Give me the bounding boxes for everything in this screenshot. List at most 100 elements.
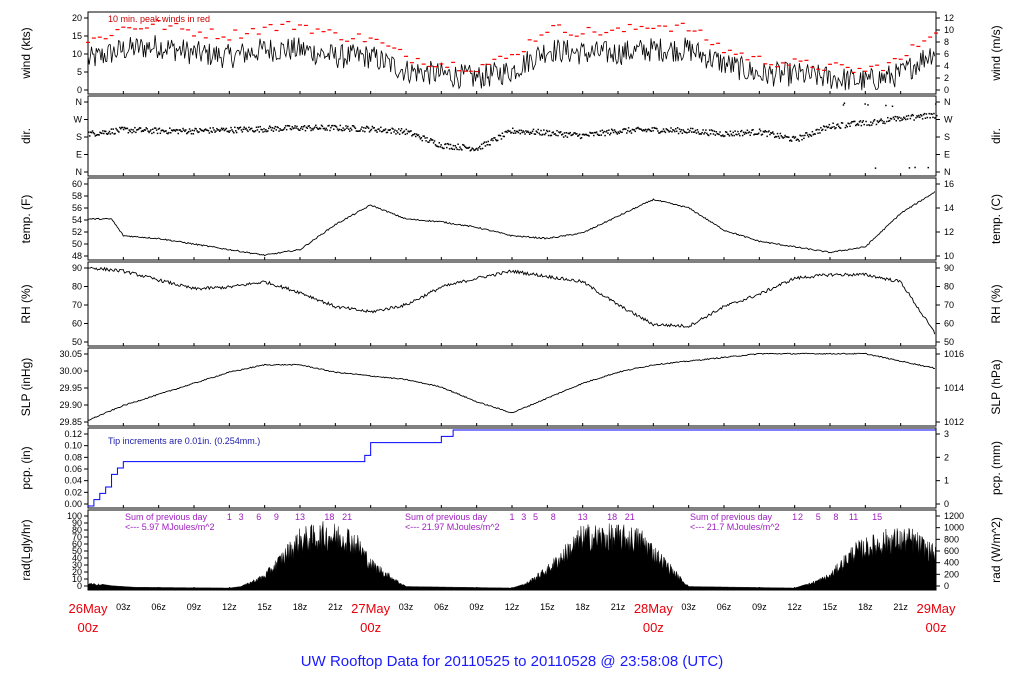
x-tick-label: 06z [717,602,732,612]
direction-point [642,129,645,131]
direction-point [277,126,279,129]
direction-point [550,134,553,137]
direction-point [821,129,823,132]
direction-point [537,128,539,131]
direction-point [766,135,768,138]
direction-point [211,131,213,133]
direction-point [600,134,603,136]
direction-point [442,147,444,150]
direction-point [582,133,585,136]
direction-point [653,126,655,129]
direction-point [168,131,170,134]
direction-point [116,129,118,131]
direction-point [400,127,403,130]
direction-point [510,132,512,134]
direction-point [292,127,294,130]
x-tick-label: 15z [540,602,555,612]
direction-point [300,125,303,128]
direction-point [821,128,824,131]
y-tick-label: 0.06 [64,464,82,474]
day-date-label: 27May [351,601,391,616]
direction-point [817,132,819,134]
y-tick-label-right: 2 [944,73,949,83]
y-tick-label: W [74,115,83,125]
direction-point [772,131,774,133]
direction-point [346,127,348,129]
direction-point [704,131,706,134]
direction-point [679,130,682,133]
direction-point [887,116,889,119]
y-axis-label-right: RH (%) [989,284,1003,323]
y-tick-label: 5 [77,67,82,77]
direction-point [767,131,769,133]
direction-point [149,130,151,133]
y-tick-label-right: W [944,115,953,125]
direction-point [920,115,923,117]
daily-sum-label: Sum of previous day [125,512,208,522]
peak-wind-note: 10 min. peak winds in red [108,14,210,24]
direction-point [925,113,928,115]
direction-point [190,132,193,135]
direction-point [759,130,762,132]
direction-point [881,119,883,122]
y-tick-label-right: 1014 [944,383,964,393]
direction-point [231,129,233,131]
direction-point [504,131,506,133]
temperature-line [87,191,936,257]
direction-point [650,130,653,133]
direction-point [345,125,347,127]
y-axis-label-right: rad (W/m^2) [989,517,1003,583]
direction-point [251,130,254,132]
direction-point [732,131,734,134]
direction-point [397,131,399,134]
direction-point [121,126,124,129]
direction-point [892,116,895,119]
direction-point [430,138,432,140]
direction-point [144,129,147,131]
direction-point [664,131,667,134]
direction-point [890,118,893,120]
direction-point [449,143,452,146]
direction-point [307,125,310,127]
direction-point [349,127,352,130]
daily-sum-label: Sum of previous day [690,512,773,522]
direction-point [466,147,469,149]
direction-point [624,128,626,130]
direction-point [342,127,344,129]
y-tick-label-right: 400 [944,558,959,568]
direction-point [651,127,653,129]
direction-point [803,137,805,140]
direction-point [423,135,425,137]
direction-point [627,127,630,129]
y-tick-label: 90 [72,263,82,273]
direction-point [153,127,156,129]
direction-point [336,128,339,130]
direction-point [790,140,793,142]
direction-point [171,130,174,132]
direction-point [217,129,219,131]
direction-point [347,125,349,128]
direction-point [452,144,455,147]
direction-point [830,127,832,130]
direction-point [314,126,316,128]
y-tick-label-right: 10 [944,25,954,35]
direction-point [267,130,269,132]
y-tick-label-right: 1016 [944,349,964,359]
direction-point [597,134,600,136]
direction-point [210,130,212,133]
direction-point [882,122,884,125]
direction-point [253,130,256,133]
direction-point [450,147,453,150]
direction-point [784,134,786,137]
direction-point [601,129,604,132]
hour-mark-label: 1 [227,512,232,522]
direction-point [225,127,228,130]
x-tick-label: 06z [434,602,449,612]
direction-point [846,125,848,128]
direction-point [201,129,203,132]
direction-point [571,134,573,136]
direction-point [700,133,702,135]
direction-point [544,132,547,135]
direction-point [511,131,513,134]
direction-point [919,113,922,116]
